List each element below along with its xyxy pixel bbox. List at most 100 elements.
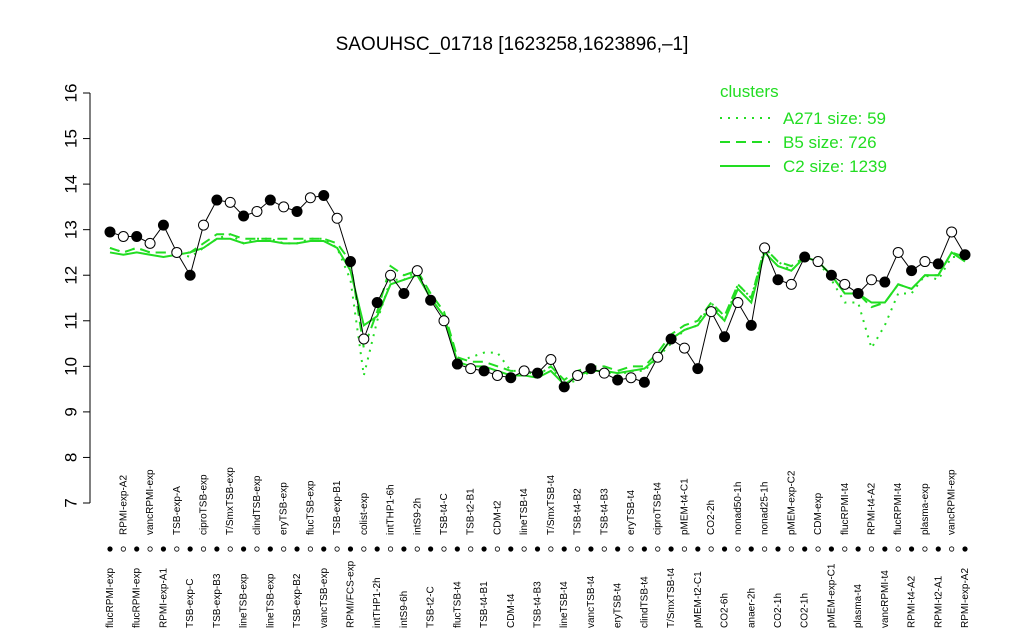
profile-point (451, 358, 463, 370)
category-dot (762, 546, 768, 552)
profile-point (358, 333, 370, 345)
x-category-label: CO2-1h (800, 593, 811, 628)
x-category-label: colist-exp (359, 492, 370, 535)
x-category-label: plasma-t4 (853, 584, 864, 628)
x-category-label: T/SmxTSB-t4 (546, 475, 557, 535)
profile-point (865, 274, 877, 286)
category-dot (428, 546, 434, 552)
legend-label: C2 size: 1239 (783, 157, 887, 176)
profile-point (278, 201, 290, 213)
x-category-label: vancTSB-t4 (586, 575, 597, 628)
x-category-label: RPMI-t2-A1 (933, 575, 944, 628)
category-dot (708, 546, 714, 552)
category-dot (441, 546, 447, 552)
profile-point (772, 274, 784, 286)
category-dot (681, 546, 688, 552)
profile-point (839, 278, 851, 290)
profile-point (331, 212, 343, 224)
category-dot (401, 546, 407, 552)
x-category-label: CDM-t2 (492, 500, 503, 535)
profile-point (692, 363, 704, 375)
x-category-label: pMEM-t4-C1 (679, 478, 690, 535)
category-dot (374, 546, 380, 552)
x-category-label: TSB-t4-C (439, 493, 450, 535)
category-dot (321, 546, 327, 552)
profile-point (425, 294, 437, 306)
x-category-label: eryTSB-exp (279, 482, 290, 535)
x-category-label: ciproTSB-exp (199, 474, 210, 535)
profile-point (518, 365, 530, 377)
category-dot (481, 546, 487, 552)
category-dot (615, 546, 621, 552)
cluster-line (109, 237, 966, 386)
category-dot (721, 546, 728, 552)
category-dot (895, 546, 901, 552)
category-dot (788, 546, 794, 552)
category-dot (908, 546, 915, 552)
x-category-label: TSB-t4-B1 (479, 581, 490, 628)
x-category-label: RPMI-exp-A2 (118, 475, 129, 535)
x-category-label: RPMI-exp-A2 (960, 568, 971, 628)
x-category-label: intS9-2h (412, 498, 423, 535)
y-tick-label: 11 (61, 312, 80, 330)
x-category-label: vancRPMI-t4 (880, 570, 891, 628)
profile-point (678, 342, 690, 354)
x-category-label: lineTSB-exp (265, 573, 276, 628)
profile-point (371, 297, 383, 309)
x-category-label: eryTSB-t4 (613, 583, 624, 628)
profile-point (411, 265, 423, 277)
x-category-label: vancTSB-exp (319, 568, 330, 628)
x-category-label: vancRPMI-exp (145, 469, 156, 535)
x-category-label: TSB-t2-B1 (466, 488, 477, 535)
x-category-label: TSB-t4-B2 (573, 488, 584, 535)
y-tick-label: 14 (61, 175, 80, 194)
profile-point (478, 365, 490, 377)
profile-point (932, 258, 944, 270)
profile-point (585, 363, 597, 375)
category-dot (227, 546, 233, 552)
profile-point (759, 242, 771, 254)
legend-label: A271 size: 59 (783, 109, 886, 128)
profile-point (211, 194, 223, 206)
profile-point (719, 331, 731, 343)
x-category-label: clindTSB-t4 (639, 576, 650, 628)
profile-point (652, 351, 664, 363)
profile-point (224, 196, 236, 208)
x-category-label: TSB-exp-C (185, 579, 196, 628)
x-category-label: eryTSB-t4 (626, 490, 637, 535)
profile-point (144, 237, 156, 249)
profile-point (184, 269, 196, 281)
category-dot (935, 546, 941, 552)
x-category-label: RPMI-t4-A2 (907, 575, 918, 628)
category-dot (561, 546, 567, 552)
x-category-label: CDM-exp (813, 492, 824, 535)
category-dot (695, 546, 701, 552)
x-category-label: pMEM-exp-C1 (826, 563, 837, 628)
x-category-label: RPMI/FCS-exp (345, 560, 356, 628)
profile-point (291, 205, 303, 217)
profile-point (318, 190, 330, 201)
chart-title: SAOUHSC_01718 [1623258,1623896,–1] (336, 34, 689, 55)
category-dot (281, 546, 287, 552)
category-dot (601, 546, 607, 552)
x-category-label: anaer-2h (746, 588, 757, 628)
category-dot (962, 546, 968, 552)
category-dot (361, 546, 367, 552)
x-category-label: pMEM-t2-C1 (693, 571, 704, 628)
category-dot (775, 546, 781, 552)
x-category-label: plasma-exp (920, 483, 931, 535)
profile-point (198, 219, 210, 231)
profile-point (625, 372, 637, 384)
category-dot (254, 546, 260, 552)
category-dot (174, 546, 180, 552)
x-category-label: flucTSB-exp (305, 480, 316, 535)
x-category-label: intS9-6h (399, 591, 410, 628)
x-category-label: CDM-t4 (506, 593, 517, 628)
x-category-label: flucRPMI-t4 (840, 482, 851, 535)
y-tick-label: 10 (61, 357, 80, 376)
category-dot (574, 546, 581, 552)
profile-point (398, 287, 410, 299)
category-dot (748, 546, 754, 552)
category-dot (735, 546, 741, 552)
y-tick-label: 8 (61, 453, 80, 462)
